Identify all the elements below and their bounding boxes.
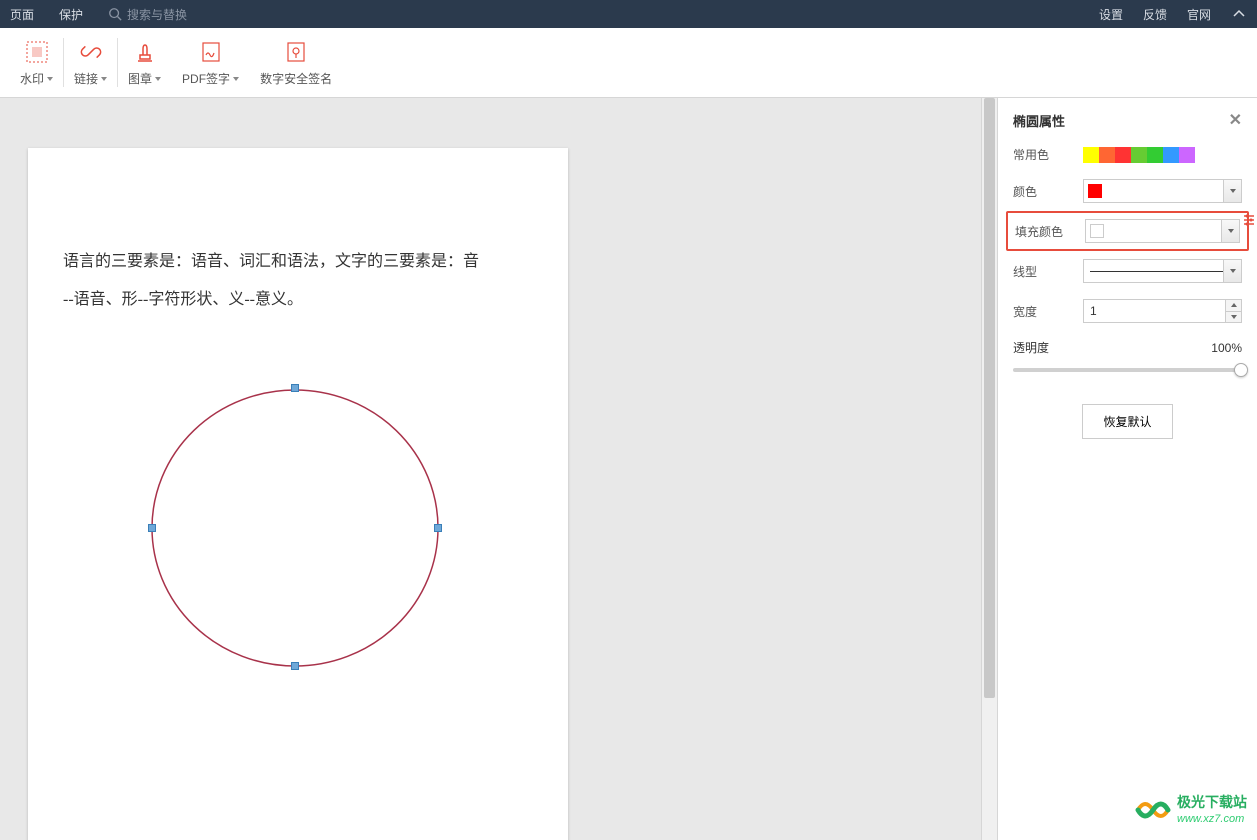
row-width: 宽度 1	[998, 291, 1257, 331]
tool-link[interactable]: 链接	[64, 28, 118, 97]
selected-color-box	[1088, 184, 1102, 198]
dropdown-arrow-icon	[1223, 260, 1241, 282]
settings-tab-icon[interactable]	[1241, 206, 1257, 234]
color-swatch-6[interactable]	[1179, 147, 1195, 163]
menu-settings[interactable]: 设置	[1099, 6, 1123, 23]
canvas-area[interactable]: 语言的三要素是：语音、词汇和语法，文字的三要素是：音 --语音、形--字符形状、…	[0, 98, 981, 840]
row-fill-color: 填充颜色	[1006, 211, 1249, 251]
watermark-logo-icon	[1133, 790, 1173, 830]
chevron-down-icon	[46, 75, 54, 83]
tool-watermark-label: 水印	[20, 70, 44, 87]
search-area[interactable]: 搜索与替换	[108, 6, 187, 23]
vertical-scrollbar[interactable]	[981, 98, 997, 840]
ellipse-shape[interactable]	[150, 388, 440, 668]
ellipse-path	[152, 390, 438, 666]
tool-watermark[interactable]: 水印	[10, 28, 64, 97]
menu-official[interactable]: 官网	[1187, 6, 1211, 23]
selection-handle-left[interactable]	[148, 524, 156, 532]
link-icon	[77, 38, 105, 66]
menubar-left: 页面 保护 搜索与替换	[10, 6, 187, 23]
color-swatch-4[interactable]	[1147, 147, 1163, 163]
slider-thumb[interactable]	[1234, 363, 1248, 377]
tool-pdfsign-label: PDF签字	[182, 70, 230, 87]
line-sample	[1090, 271, 1235, 272]
row-color: 颜色	[998, 171, 1257, 211]
watermark-url: www.xz7.com	[1177, 812, 1244, 827]
dropdown-arrow-icon	[1223, 180, 1241, 202]
color-swatch-2[interactable]	[1115, 147, 1131, 163]
properties-header: 椭圆属性 ✕	[998, 98, 1257, 138]
pdf-sign-icon	[197, 38, 225, 66]
label-fill-color: 填充颜色	[1015, 223, 1075, 240]
menu-page[interactable]: 页面	[10, 6, 34, 23]
chevron-down-icon	[232, 75, 240, 83]
label-color: 颜色	[1013, 183, 1073, 200]
spinner-down-icon[interactable]	[1226, 312, 1241, 323]
label-opacity: 透明度	[1013, 339, 1049, 356]
menu-feedback[interactable]: 反馈	[1143, 6, 1167, 23]
row-common-colors: 常用色	[998, 138, 1257, 171]
line-style-dropdown[interactable]	[1083, 259, 1242, 283]
watermark-name: 极光下载站	[1177, 793, 1247, 813]
row-opacity: 透明度 100%	[998, 331, 1257, 364]
tool-link-label: 链接	[74, 70, 98, 87]
properties-title: 椭圆属性	[1013, 111, 1065, 130]
fill-color-box	[1090, 224, 1104, 238]
tool-digital-sign[interactable]: 数字安全签名	[250, 28, 342, 97]
width-value: 1	[1090, 304, 1235, 318]
text-line-1: 语言的三要素是：语音、词汇和语法，文字的三要素是：音	[63, 243, 533, 281]
main-area: 语言的三要素是：语音、词汇和语法，文字的三要素是：音 --语音、形--字符形状、…	[0, 98, 1257, 840]
collapse-icon[interactable]	[1231, 6, 1247, 22]
tool-stamp-label: 图章	[128, 70, 152, 87]
selection-handle-right[interactable]	[434, 524, 442, 532]
chevron-down-icon	[100, 75, 108, 83]
close-icon[interactable]: ✕	[1229, 110, 1242, 130]
label-common-colors: 常用色	[1013, 146, 1073, 163]
search-icon	[108, 7, 122, 21]
properties-panel: 椭圆属性 ✕ 常用色 颜色 填充颜色	[997, 98, 1257, 840]
toolbar: 水印 链接 图章 PDF签字 数	[0, 28, 1257, 98]
menubar: 页面 保护 搜索与替换 设置 反馈 官网	[0, 0, 1257, 28]
spinner-up-icon[interactable]	[1226, 300, 1241, 312]
label-width: 宽度	[1013, 303, 1073, 320]
tool-stamp[interactable]: 图章	[118, 28, 172, 97]
scrollbar-thumb[interactable]	[984, 98, 995, 698]
digital-sign-icon	[282, 38, 310, 66]
document-text: 语言的三要素是：语音、词汇和语法，文字的三要素是：音 --语音、形--字符形状、…	[63, 243, 533, 320]
opacity-slider-row	[998, 364, 1257, 384]
color-swatch-1[interactable]	[1099, 147, 1115, 163]
watermark-icon	[23, 38, 51, 66]
tool-digitalsign-label: 数字安全签名	[260, 70, 332, 87]
text-line-2: --语音、形--字符形状、义--意义。	[63, 281, 533, 319]
color-swatch-3[interactable]	[1131, 147, 1147, 163]
dropdown-arrow-icon	[1221, 220, 1239, 242]
menubar-right: 设置 反馈 官网	[1099, 6, 1247, 23]
color-swatch-5[interactable]	[1163, 147, 1179, 163]
restore-default-button[interactable]: 恢复默认	[1082, 404, 1172, 439]
selection-handle-top[interactable]	[291, 384, 299, 392]
opacity-value: 100%	[1211, 341, 1242, 355]
menu-protect[interactable]: 保护	[59, 6, 83, 23]
color-swatch-0[interactable]	[1083, 147, 1099, 163]
site-watermark: 极光下载站 www.xz7.com	[1133, 790, 1247, 830]
opacity-slider[interactable]	[1013, 368, 1242, 372]
search-placeholder: 搜索与替换	[127, 6, 187, 23]
chevron-down-icon	[154, 75, 162, 83]
color-swatches	[1083, 147, 1195, 163]
document-page: 语言的三要素是：语音、词汇和语法，文字的三要素是：音 --语音、形--字符形状、…	[28, 148, 568, 840]
width-spinner[interactable]: 1	[1083, 299, 1242, 323]
selection-handle-bottom[interactable]	[291, 662, 299, 670]
tool-pdf-sign[interactable]: PDF签字	[172, 28, 250, 97]
fill-color-dropdown[interactable]	[1085, 219, 1240, 243]
row-line-style: 线型	[998, 251, 1257, 291]
color-dropdown[interactable]	[1083, 179, 1242, 203]
stamp-icon	[131, 38, 159, 66]
label-line-style: 线型	[1013, 263, 1073, 280]
